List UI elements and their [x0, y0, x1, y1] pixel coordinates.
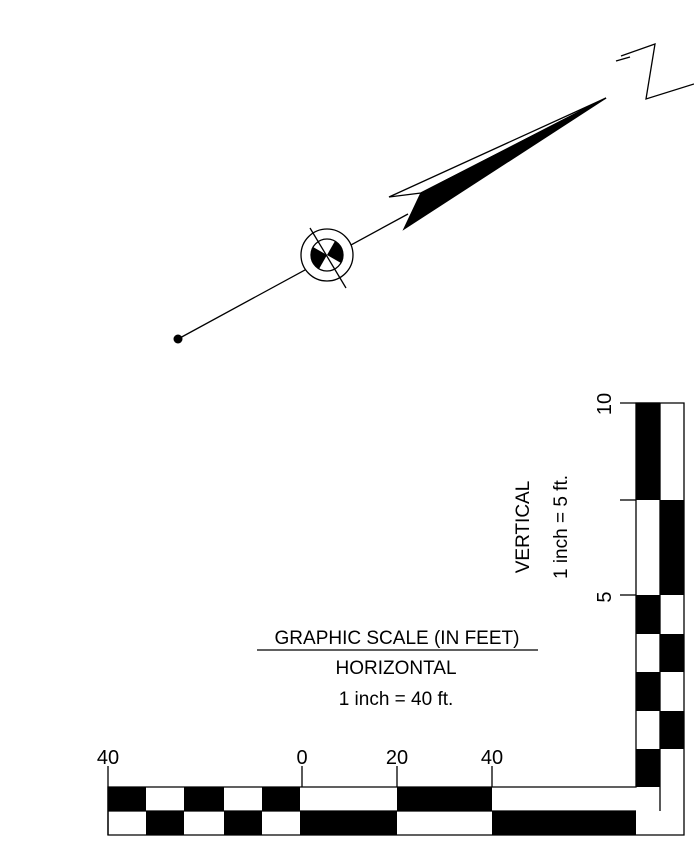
- horizontal-tick-label: 40: [481, 747, 503, 769]
- horizontal-scale-bar: [108, 766, 636, 835]
- vertical-tick-label: 10: [594, 393, 616, 415]
- north-arrow-head-light: [389, 98, 606, 197]
- graphic-scale-title: GRAPHIC SCALE (IN FEET): [275, 628, 520, 649]
- north-arrow-target-icon: [301, 228, 353, 288]
- horizontal-heading: HORIZONTAL: [335, 658, 456, 679]
- north-arrow-shaft: [178, 214, 408, 339]
- vertical-tick-label: 5: [594, 591, 616, 602]
- vertical-scale-bar: [620, 403, 684, 787]
- horizontal-tick-labels: 40 0 20 40: [97, 747, 503, 769]
- horizontal-tick-label: 0: [296, 747, 307, 769]
- north-arrow-tail-dot: [174, 335, 183, 344]
- north-arrow: [174, 44, 694, 344]
- north-letter-n-icon: [616, 44, 694, 99]
- north-arrow-head-dark: [404, 98, 606, 229]
- horizontal-tick-label: 20: [386, 747, 408, 769]
- vertical-heading: VERTICAL: [513, 481, 534, 574]
- horizontal-ratio: 1 inch = 40 ft.: [339, 689, 454, 710]
- horizontal-tick-label: 40: [97, 747, 119, 769]
- vertical-ratio: 1 inch = 5 ft.: [551, 475, 572, 579]
- vertical-scale-caption: VERTICAL 1 inch = 5 ft. 10 5: [513, 393, 616, 603]
- horizontal-scale-caption: GRAPHIC SCALE (IN FEET) HORIZONTAL 1 inc…: [257, 628, 538, 710]
- scale-frame-outline: [108, 403, 684, 835]
